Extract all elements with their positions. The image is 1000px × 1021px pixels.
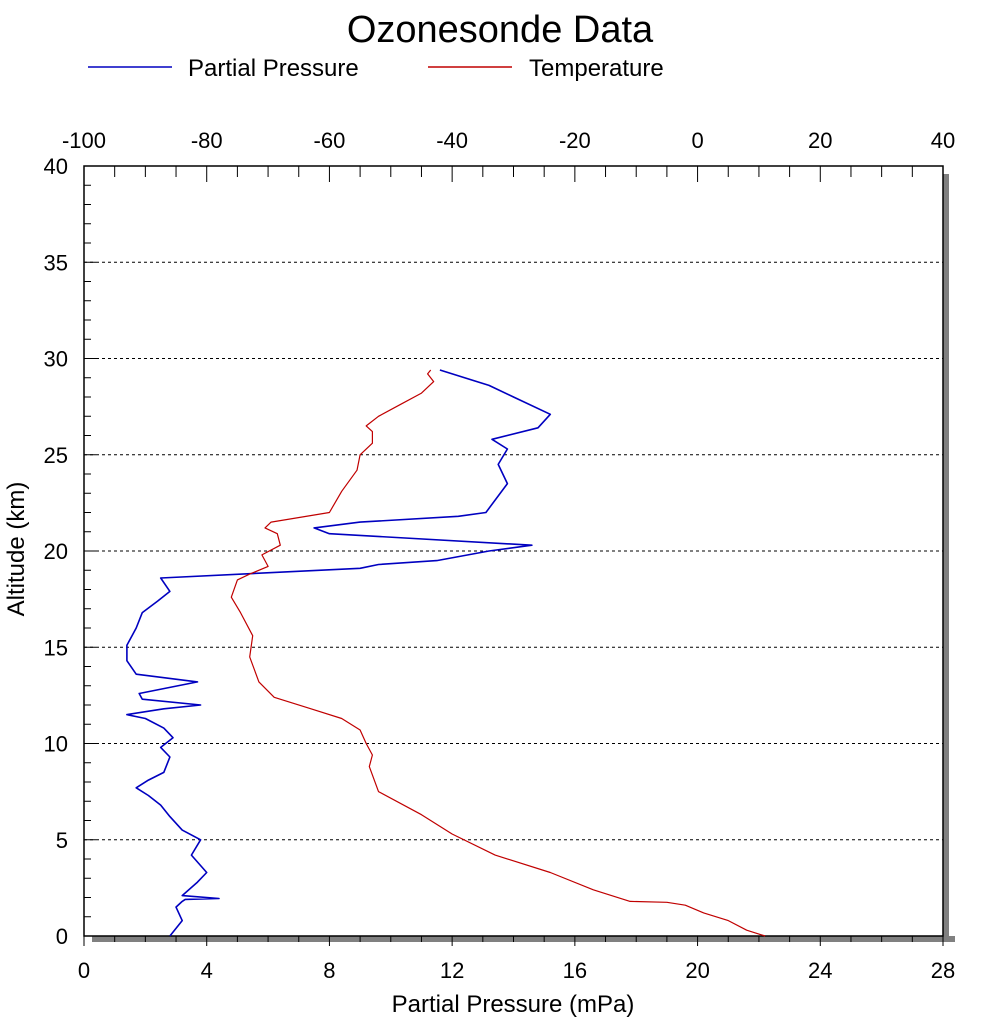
y-tick-label: 35 <box>44 250 68 275</box>
y-tick-label: 5 <box>56 828 68 853</box>
legend: Partial Pressure Temperature <box>88 55 664 82</box>
x-axis-label: Partial Pressure (mPa) <box>392 991 635 1018</box>
y-axis-label: Altitude (km) <box>3 482 30 617</box>
y-tick-label: 15 <box>44 635 68 660</box>
x-tick-label: 4 <box>201 958 213 983</box>
plot-area: 0 5 10 15 20 25 30 35 40 0 4 8 12 16 20 24 28 -100 -80 -60 -… <box>44 128 956 983</box>
y-tick-label: 40 <box>44 154 68 179</box>
x-tick-label: 20 <box>685 958 709 983</box>
x-tick-label: 0 <box>78 958 90 983</box>
chart-title: Ozonesonde Data <box>347 9 654 51</box>
x2-tick-label: 20 <box>808 128 832 153</box>
legend-label-temperature: Temperature <box>529 55 664 82</box>
x2-tick-label: -100 <box>62 128 106 153</box>
x2-tick-label: 0 <box>691 128 703 153</box>
y-tick-label: 30 <box>44 347 68 372</box>
x2-tick-label: -60 <box>314 128 346 153</box>
x-tick-label: 8 <box>323 958 335 983</box>
y-tick-label: 10 <box>44 732 68 757</box>
x-tick-label: 12 <box>440 958 464 983</box>
x-tick-label: 24 <box>808 958 832 983</box>
x2-tick-label: -20 <box>559 128 591 153</box>
legend-label-partial-pressure: Partial Pressure <box>188 55 359 82</box>
x2-tick-label: 40 <box>931 128 955 153</box>
x2-tick-label: -80 <box>191 128 223 153</box>
y-tick-label: 0 <box>56 924 68 949</box>
x-tick-label: 16 <box>563 958 587 983</box>
series-line-partial-pressure <box>126 369 552 937</box>
series-line-temperature <box>230 369 766 937</box>
x-tick-label: 28 <box>931 958 955 983</box>
x2-tick-label: -40 <box>436 128 468 153</box>
y-tick-label: 20 <box>44 539 68 564</box>
frame-shadow-right <box>943 174 949 942</box>
frame-shadow-bottom <box>92 936 955 942</box>
y-tick-label: 25 <box>44 443 68 468</box>
